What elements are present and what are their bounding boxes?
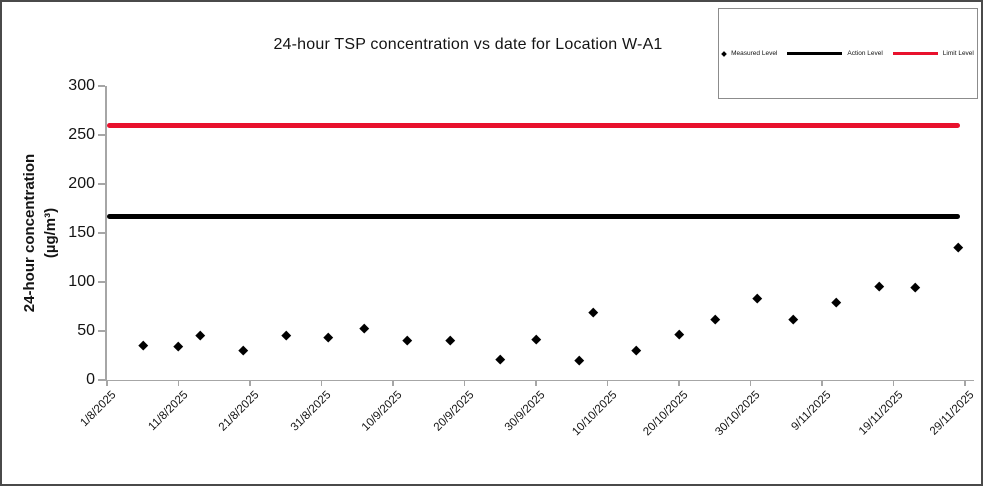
data-point [281,330,291,340]
data-point [831,297,841,308]
x-axis-tick-label: 1/8/2025 [78,389,119,430]
y-axis-tick [98,134,105,136]
y-axis-tick [98,232,105,234]
data-point [910,282,920,292]
data-point [195,330,205,340]
y-axis-tick [98,85,105,87]
x-axis-tick [606,380,609,386]
y-axis-tick [98,379,105,381]
x-axis-tick-label: 29/11/2025 [927,389,977,438]
x-axis-tick [320,380,323,386]
data-point [674,329,684,339]
legend-item-action-level: Action Level [787,50,883,57]
data-point [138,341,148,351]
data-point [238,345,248,356]
y-axis-tick-label: 150 [68,224,95,241]
x-axis-tick [749,380,752,386]
x-axis-tick [177,380,180,386]
x-axis-tick [249,380,251,386]
legend-label-measured-level: Measured Level [731,50,778,57]
data-point [588,307,598,317]
data-point [495,354,505,365]
x-axis-tick-label: 30/9/2025 [502,389,548,434]
data-point [710,314,720,324]
x-axis-tick [964,380,966,386]
legend-item-limit-level: Limit Level [892,50,974,57]
x-axis-tick [892,380,895,386]
y-axis-tick [98,183,105,185]
chart-title: 24-hour TSP concentration vs date for Lo… [273,36,663,53]
legend-label-action-level: Action Level [847,50,883,57]
action-level-line-icon [787,52,843,55]
data-point [753,294,763,304]
limit-level-line [107,122,960,128]
data-point [631,345,641,356]
limit-level-line-icon [892,52,938,55]
data-point [531,334,541,344]
x-axis-tick [463,380,466,386]
data-point [445,335,455,345]
x-axis-tick-label: 19/11/2025 [856,389,905,438]
data-point [359,323,369,333]
legend-label-limit-level: Limit Level [942,50,974,57]
y-axis-tick-label: 100 [68,273,95,290]
data-point [574,355,584,365]
action-level-line [107,213,960,219]
y-axis-line [105,86,107,381]
data-point [788,314,798,324]
x-axis-tick-label: 10/9/2025 [359,389,405,434]
x-axis-tick [821,380,823,386]
x-axis-tick [392,380,394,386]
y-axis-tick-label: 200 [68,175,95,192]
legend-item-measured-level: Measured Level [721,50,778,57]
x-axis-tick-label: 30/10/2025 [712,389,762,439]
y-axis-tick [98,281,105,283]
data-point [402,335,412,345]
data-point [324,332,334,342]
x-axis-tick-label: 21/8/2025 [216,389,262,434]
x-axis-tick-label: 31/8/2025 [288,389,333,434]
x-axis-tick-label: 9/11/2025 [789,389,834,434]
x-axis-tick [678,380,680,386]
y-axis-tick-label: 0 [86,371,95,388]
x-axis-tick [106,380,108,386]
data-point [874,281,884,291]
x-axis-line [105,379,974,381]
y-axis-tick-label: 250 [68,126,95,143]
legend: Measured Level Action Level Limit Level [718,8,978,99]
x-axis-tick-label: 20/9/2025 [431,389,476,434]
x-axis-tick-label: 20/10/2025 [641,389,691,439]
y-axis-tick [98,330,105,332]
data-point [173,342,184,352]
y-axis-tick-label: 300 [68,77,95,94]
x-axis-tick [535,380,537,386]
data-point [953,243,963,253]
x-axis-tick-label: 11/8/2025 [145,389,190,434]
y-axis-tick-label: 50 [77,322,95,339]
x-axis-tick-label: 10/10/2025 [569,389,619,439]
